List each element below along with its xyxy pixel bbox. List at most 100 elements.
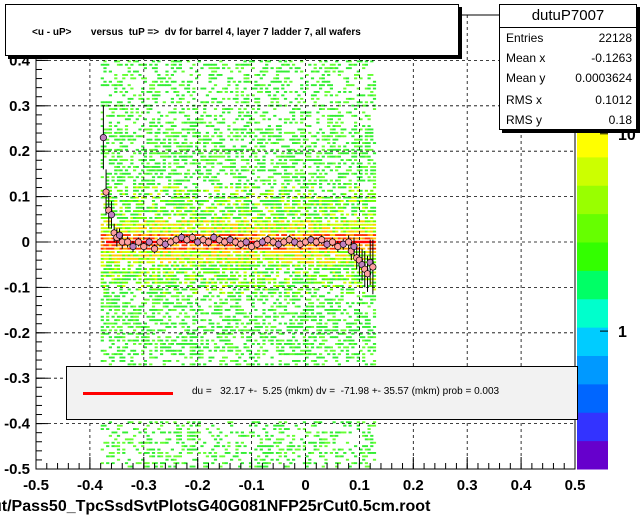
heatmap-cell [302,312,306,315]
heatmap-cell [192,291,196,294]
heatmap-cell [246,227,250,230]
heatmap-cell [133,121,137,124]
heatmap-cell [281,87,285,90]
heatmap-cell [127,458,131,461]
heatmap-cell [173,261,177,264]
heatmap-cell [251,434,255,437]
heatmap-cell [222,203,226,206]
heatmap-cell [275,217,280,219]
heatmap-cell [267,203,271,206]
heatmap-cell [100,125,104,127]
heatmap-cell [154,349,158,352]
heatmap-cell [300,227,304,230]
heatmap-cell [224,152,228,155]
heatmap-cell [283,63,288,66]
heatmap-cell [240,101,244,104]
heatmap-cell [178,343,182,345]
heatmap-cell [197,172,201,175]
heatmap-cell [211,142,215,144]
heatmap-cell [170,271,174,274]
heatmap-cell [308,288,312,291]
heatmap-cell [216,230,220,233]
heatmap-cell [151,227,156,230]
heatmap-cell [235,152,239,155]
heatmap-cell [219,200,223,202]
heatmap-cell [219,247,223,250]
heatmap-cell [119,84,123,87]
heatmap-cell [240,213,244,216]
heatmap-cell [168,138,172,141]
heatmap-cell [248,319,253,322]
heatmap-cell [289,227,293,230]
heatmap-cell [186,169,191,172]
heatmap-cell [114,186,118,189]
heatmap-cell [178,227,182,230]
heatmap-cell [286,261,290,264]
heatmap-cell [235,203,239,206]
heatmap-cell [294,135,298,138]
heatmap-cell [292,295,296,298]
heatmap-cell [168,315,172,318]
heatmap-cell [208,91,212,93]
heatmap-cell [189,431,193,434]
heatmap-cell [184,159,188,161]
heatmap-cell [257,315,261,318]
heatmap-cell [278,329,282,332]
heatmap-cell [289,111,293,114]
heatmap-cell [100,339,104,342]
heatmap-cell [278,206,282,209]
heatmap-cell [141,135,145,138]
heatmap-cell [143,227,147,230]
heatmap-cell [116,176,121,179]
heatmap-cell [178,193,182,196]
heatmap-cell [116,434,121,437]
heatmap-cell [146,128,150,131]
heatmap-cell [302,281,306,284]
heatmap-cell [248,237,253,240]
heatmap-cell [243,196,247,199]
heatmap-cell [213,264,218,267]
heatmap-cell [219,138,223,141]
heatmap-cell [248,261,253,264]
heatmap-cell [149,142,153,144]
heatmap-cell [222,148,226,151]
heatmap-cell [168,309,172,311]
heatmap-cell [257,169,261,172]
heatmap-cell [151,319,156,322]
heatmap-cell [192,281,196,284]
heatmap-cell [203,329,207,332]
heatmap-cell [230,91,234,93]
heatmap-cell [257,271,261,274]
heatmap-cell [230,319,234,322]
heatmap-cell [165,230,169,233]
heatmap-cell [257,264,261,267]
heatmap-cell [248,431,253,434]
heatmap-cell [149,441,153,444]
heatmap-cell [262,223,266,226]
heatmap-cell [297,237,301,240]
heatmap-cell [265,111,269,114]
heatmap-cell [294,200,298,202]
heatmap-cell [224,234,228,236]
heatmap-cell [302,196,306,199]
heatmap-cell [248,336,253,339]
heatmap-cell [116,278,121,281]
heatmap-cell [259,346,263,349]
heatmap-cell [138,343,142,345]
heatmap-cell [267,234,271,236]
heatmap-cell [211,148,215,151]
heatmap-cell [273,183,277,185]
heatmap-cell [251,94,255,97]
heatmap-cell [138,217,142,219]
heatmap-cell [259,251,263,253]
heatmap-cell [259,271,263,274]
heatmap-cell [262,169,266,172]
heatmap-cell [154,210,158,213]
heatmap-cell [108,94,112,97]
heatmap-cell [184,203,188,206]
heatmap-cell [219,431,223,434]
heatmap-cell [257,57,261,59]
heatmap-cell [160,281,164,284]
heatmap-cell [205,339,209,342]
heatmap-cell [154,274,158,277]
